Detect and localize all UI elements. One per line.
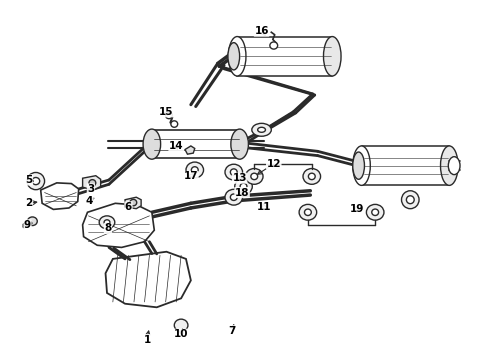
Ellipse shape [234,179,252,194]
Ellipse shape [401,191,418,209]
Ellipse shape [245,168,263,184]
Text: 4: 4 [85,196,93,206]
Ellipse shape [104,220,110,225]
Ellipse shape [323,37,340,76]
Ellipse shape [27,172,44,190]
Ellipse shape [251,123,271,136]
Text: 19: 19 [349,204,363,214]
Ellipse shape [224,189,242,205]
Ellipse shape [308,173,315,180]
Ellipse shape [185,162,203,178]
Polygon shape [41,183,79,210]
Text: 18: 18 [234,188,249,198]
Ellipse shape [240,183,246,190]
Ellipse shape [170,121,177,127]
Text: 16: 16 [254,26,268,36]
Text: 13: 13 [232,173,246,183]
Polygon shape [82,176,101,190]
Ellipse shape [230,169,237,175]
Ellipse shape [191,167,198,173]
Ellipse shape [447,157,459,175]
Ellipse shape [440,146,457,185]
Ellipse shape [224,164,242,180]
Text: 14: 14 [168,141,183,151]
Ellipse shape [89,180,96,186]
Ellipse shape [352,146,369,185]
Ellipse shape [406,196,413,204]
Text: 7: 7 [228,325,236,336]
Ellipse shape [230,129,248,159]
Text: 8: 8 [104,224,111,233]
Ellipse shape [371,209,378,216]
Text: 6: 6 [124,202,132,212]
Ellipse shape [304,209,311,216]
Text: 15: 15 [159,107,173,117]
Ellipse shape [32,177,40,185]
Ellipse shape [257,127,265,132]
Polygon shape [125,197,141,209]
Text: 17: 17 [183,171,198,181]
Text: 3: 3 [87,184,94,194]
Polygon shape [237,37,331,76]
Ellipse shape [27,217,37,226]
Ellipse shape [250,173,257,180]
Polygon shape [152,130,239,158]
Text: 5: 5 [25,175,33,185]
Ellipse shape [130,199,137,206]
Polygon shape [361,146,448,185]
Ellipse shape [299,204,316,220]
Ellipse shape [303,168,320,184]
Ellipse shape [352,152,364,179]
Ellipse shape [366,204,383,220]
Text: 11: 11 [256,202,271,212]
Ellipse shape [269,42,277,49]
Ellipse shape [99,216,115,229]
Text: 12: 12 [266,159,281,169]
Ellipse shape [227,42,239,70]
Ellipse shape [143,129,160,159]
Ellipse shape [230,194,237,201]
Ellipse shape [228,37,245,76]
Ellipse shape [174,319,187,331]
Text: 9: 9 [24,220,31,230]
Text: 1: 1 [143,334,150,345]
Text: 10: 10 [174,329,188,339]
Polygon shape [184,146,194,154]
Polygon shape [82,203,154,247]
Text: 2: 2 [25,198,33,208]
Polygon shape [105,252,190,307]
Ellipse shape [165,112,172,119]
